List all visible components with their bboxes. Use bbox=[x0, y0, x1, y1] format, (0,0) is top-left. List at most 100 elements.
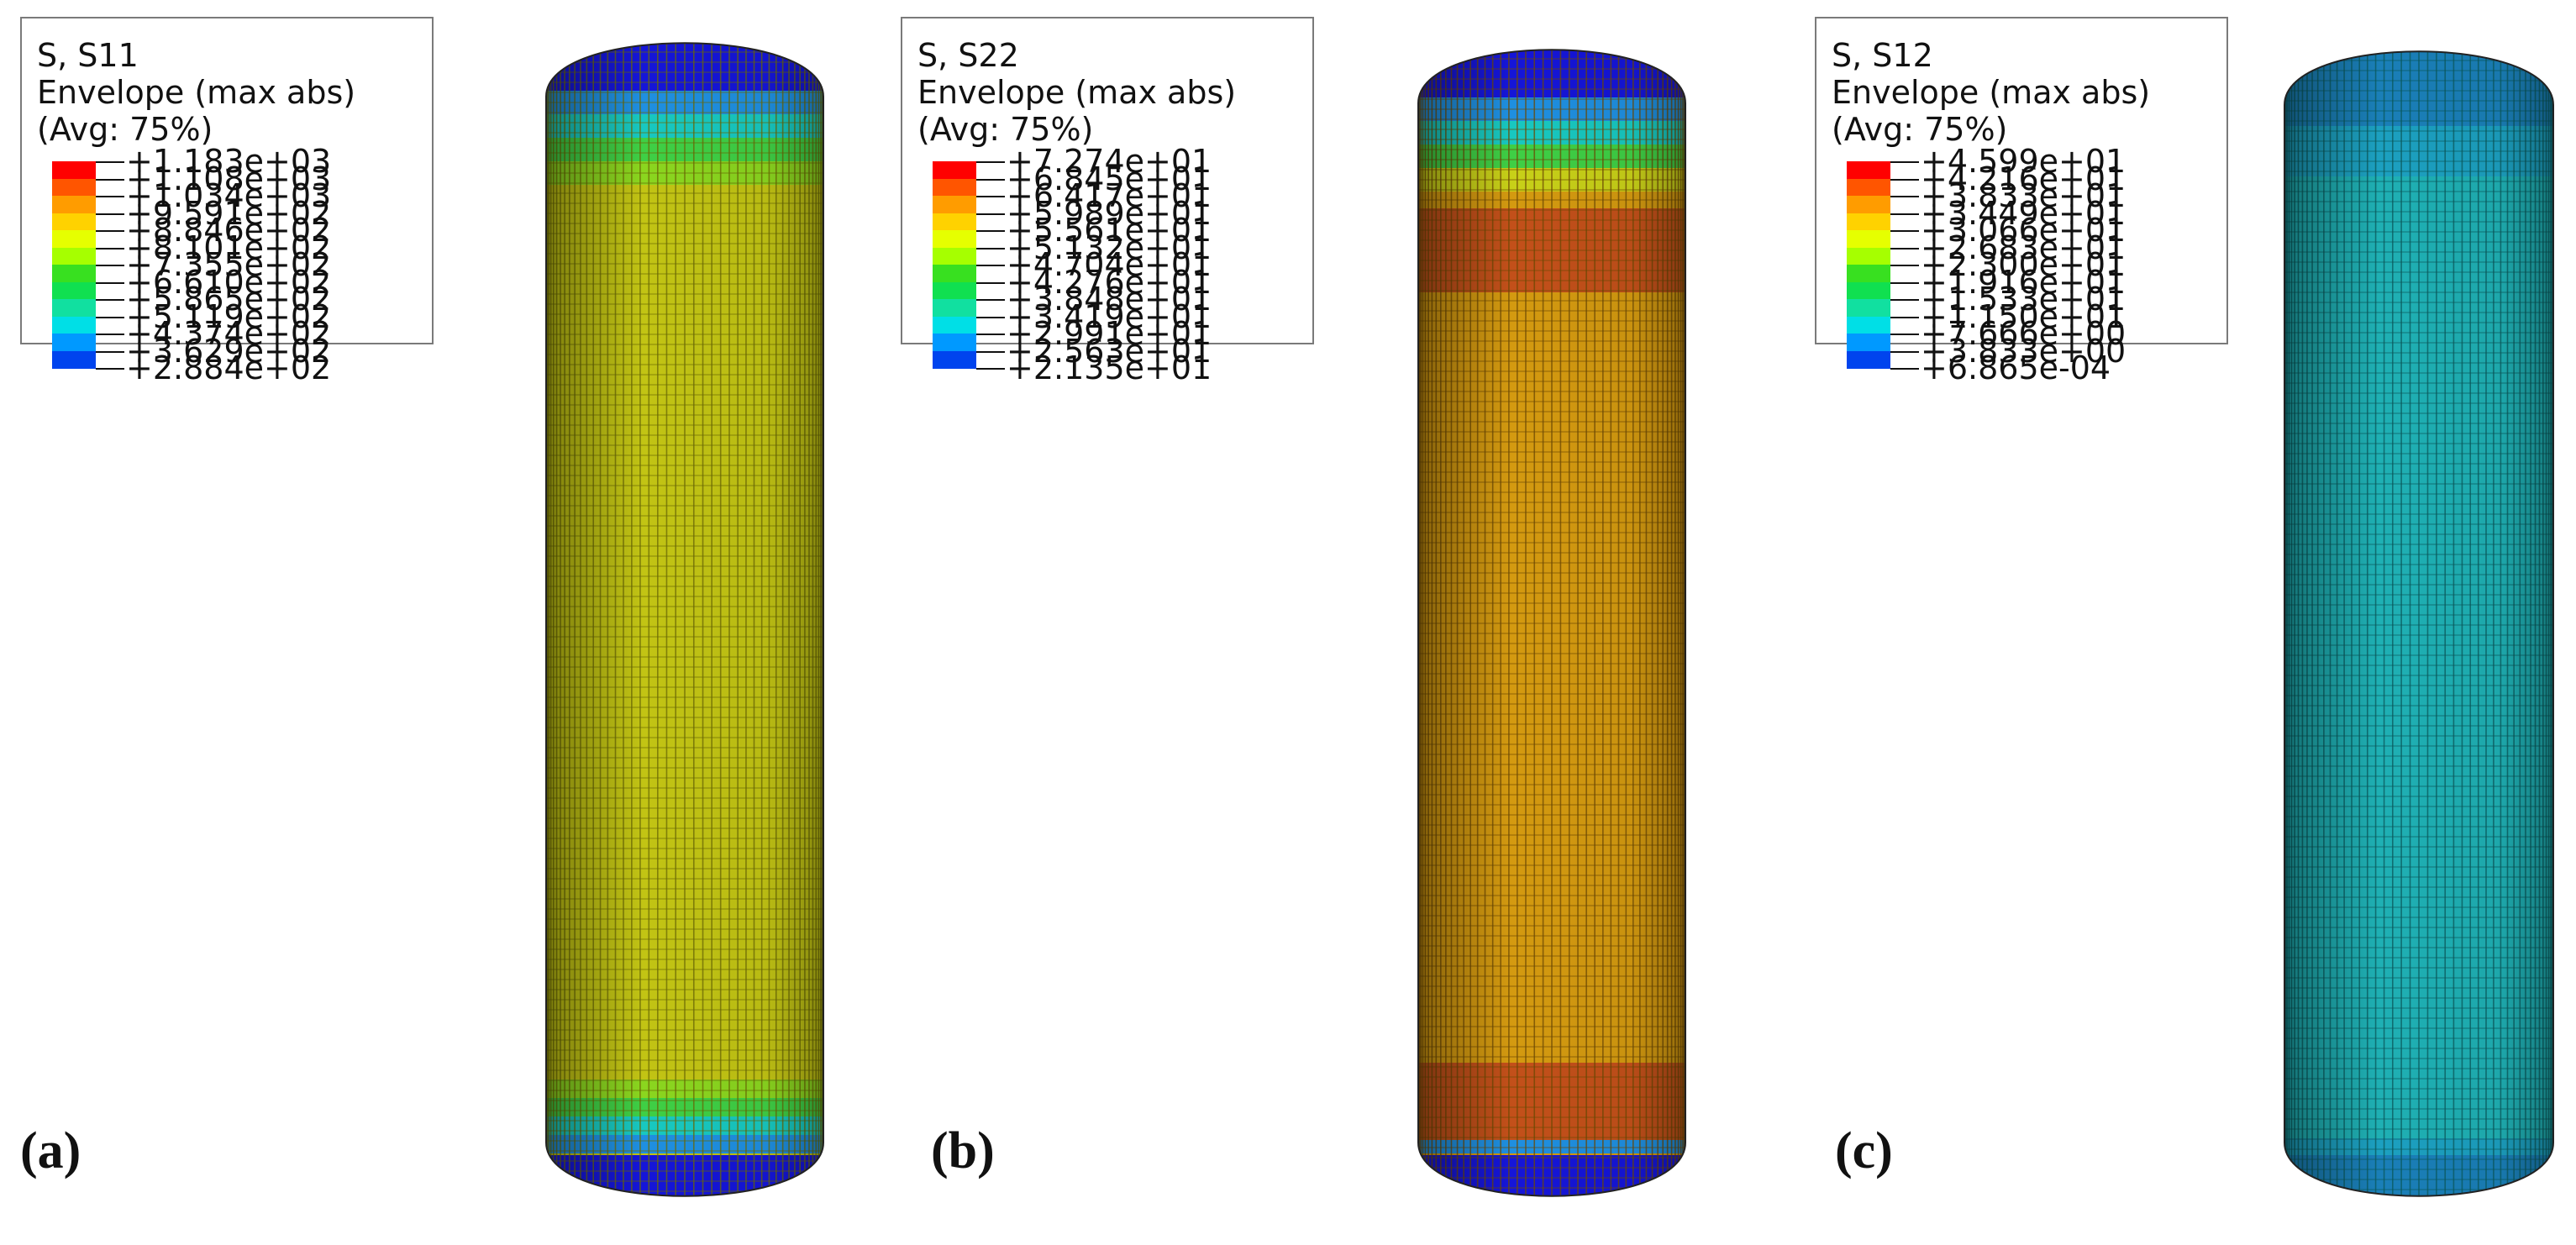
legend-value: +6.845e+01 bbox=[1007, 160, 1212, 197]
legend-swatch bbox=[933, 316, 976, 334]
legend-swatch bbox=[52, 230, 96, 248]
cylinder-model bbox=[545, 42, 824, 1197]
legend-swatch bbox=[1847, 247, 1890, 265]
legend-swatch bbox=[1847, 265, 1890, 282]
legend-swatch bbox=[1847, 334, 1890, 351]
legend-tick bbox=[96, 178, 124, 181]
legend-title-line: Envelope (max abs) bbox=[917, 74, 1237, 111]
legend-swatch bbox=[933, 213, 976, 231]
legend-tick bbox=[976, 196, 1005, 197]
legend-tick bbox=[96, 161, 124, 163]
legend-value: +4.704e+01 bbox=[1007, 246, 1212, 283]
panel-a: S, S11 Envelope (max abs) (Avg: 75%) +1.… bbox=[0, 0, 859, 1245]
legend-value: +8.101e+02 bbox=[126, 229, 332, 266]
legend-tick bbox=[96, 247, 124, 250]
legend-swatch bbox=[52, 213, 96, 231]
legend-value: +5.561e+01 bbox=[1007, 212, 1212, 249]
legend-swatch bbox=[52, 299, 96, 317]
legend-value: +9.591e+02 bbox=[126, 194, 332, 232]
legend-swatch bbox=[933, 299, 976, 317]
color-scale: +1.183e+03 +1.108e+03 +1.034e+03 +9.591e+02… bbox=[37, 144, 432, 391]
cylinder-outline bbox=[545, 42, 824, 1197]
legend-swatch bbox=[52, 316, 96, 334]
legend-swatch bbox=[933, 178, 976, 197]
legend-swatch bbox=[1847, 196, 1890, 213]
legend-swatch bbox=[933, 350, 976, 369]
legend-value: +2.991e+01 bbox=[1007, 315, 1212, 352]
legend-tick bbox=[96, 299, 124, 301]
legend-title-line: S, S12 bbox=[1832, 37, 1933, 74]
legend-value: +5.132e+01 bbox=[1007, 229, 1212, 266]
cylinder-outline bbox=[1417, 49, 1686, 1197]
legend-title-line: Envelope (max abs) bbox=[1832, 74, 2151, 111]
legend-value: +7.355e+02 bbox=[126, 246, 332, 283]
legend-tick bbox=[1890, 281, 1919, 284]
legend-swatch bbox=[1847, 161, 1890, 179]
legend-tick bbox=[1890, 368, 1919, 370]
legend-box: S, S11 Envelope (max abs) (Avg: 75%) +1.… bbox=[20, 17, 434, 385]
cylinder-body bbox=[2284, 51, 2553, 1196]
legend-tick bbox=[976, 334, 1005, 335]
legend-tick bbox=[1890, 316, 1919, 318]
legend-swatch bbox=[933, 334, 976, 351]
legend-value: +3.419e+01 bbox=[1007, 297, 1212, 335]
legend-value: +2.135e+01 bbox=[1007, 349, 1212, 386]
legend-tick bbox=[96, 316, 124, 318]
legend-box: S, S22 Envelope (max abs) (Avg: 75%) +7.… bbox=[901, 17, 1314, 385]
legend-value: +1.034e+03 bbox=[126, 177, 332, 214]
panel-label: (c) bbox=[1835, 1122, 1893, 1179]
legend-value: +1.916e+01 bbox=[1921, 263, 2127, 301]
legend-swatch bbox=[52, 161, 96, 179]
legend-tick bbox=[976, 213, 1005, 215]
legend-value: +6.610e+02 bbox=[126, 263, 332, 301]
legend-tick bbox=[96, 265, 124, 266]
legend-swatch bbox=[52, 247, 96, 265]
legend-swatch bbox=[1847, 299, 1890, 317]
legend-tick bbox=[1890, 247, 1919, 250]
legend-swatch bbox=[52, 350, 96, 369]
legend-title-line: (Avg: 75%) bbox=[37, 111, 213, 148]
legend-tick bbox=[96, 368, 124, 370]
legend-value: +5.865e+02 bbox=[126, 281, 332, 318]
legend-tick bbox=[96, 334, 124, 335]
legend-tick bbox=[96, 281, 124, 284]
legend-value: +8.846e+02 bbox=[126, 212, 332, 249]
legend-box: S, S12 Envelope (max abs) (Avg: 75%) +4.… bbox=[1815, 17, 2228, 385]
legend-tick bbox=[1890, 230, 1919, 232]
panel-label: (a) bbox=[20, 1122, 81, 1179]
legend-tick bbox=[1890, 178, 1919, 181]
legend-value: +3.629e+02 bbox=[126, 332, 332, 370]
cylinder-model bbox=[2284, 50, 2554, 1197]
legend-tick bbox=[1890, 161, 1919, 163]
legend-title-line: (Avg: 75%) bbox=[917, 111, 1094, 148]
legend-value: +3.833e+01 bbox=[1921, 177, 2127, 214]
legend-tick bbox=[976, 230, 1005, 232]
legend-value: +1.150e+01 bbox=[1921, 297, 2127, 335]
legend-value: +6.865e-04 bbox=[1921, 349, 2111, 386]
legend-tick bbox=[96, 213, 124, 215]
legend-swatch bbox=[52, 334, 96, 351]
legend-swatch bbox=[1847, 230, 1890, 248]
legend-tick bbox=[976, 265, 1005, 266]
legend-tick bbox=[1890, 196, 1919, 197]
cylinder-body bbox=[546, 43, 823, 1196]
legend-value: +5.989e+01 bbox=[1007, 194, 1212, 232]
panel-c: S, S12 Envelope (max abs) (Avg: 75%) +4.… bbox=[1717, 0, 2576, 1245]
cylinder-body bbox=[1418, 50, 1685, 1196]
color-scale: +7.274e+01 +6.845e+01 +6.417e+01 +5.989e+01… bbox=[917, 144, 1312, 391]
legend-swatch bbox=[1847, 350, 1890, 369]
legend-swatch bbox=[52, 281, 96, 300]
legend-value: +4.599e+01 bbox=[1921, 143, 2127, 180]
legend-title-line: (Avg: 75%) bbox=[1832, 111, 2008, 148]
color-scale: +4.599e+01 +4.216e+01 +3.833e+01 +3.449e+01… bbox=[1832, 144, 2226, 391]
legend-swatch bbox=[52, 196, 96, 213]
legend-title-line: S, S11 bbox=[37, 37, 139, 74]
legend-tick bbox=[976, 281, 1005, 284]
legend-value: +2.884e+02 bbox=[126, 349, 332, 386]
legend-tick bbox=[976, 161, 1005, 163]
legend-swatch bbox=[1847, 316, 1890, 334]
legend-swatch bbox=[52, 265, 96, 282]
legend-value: +3.066e+01 bbox=[1921, 212, 2127, 249]
legend-swatch bbox=[1847, 281, 1890, 300]
legend-value: +1.183e+03 bbox=[126, 143, 332, 180]
